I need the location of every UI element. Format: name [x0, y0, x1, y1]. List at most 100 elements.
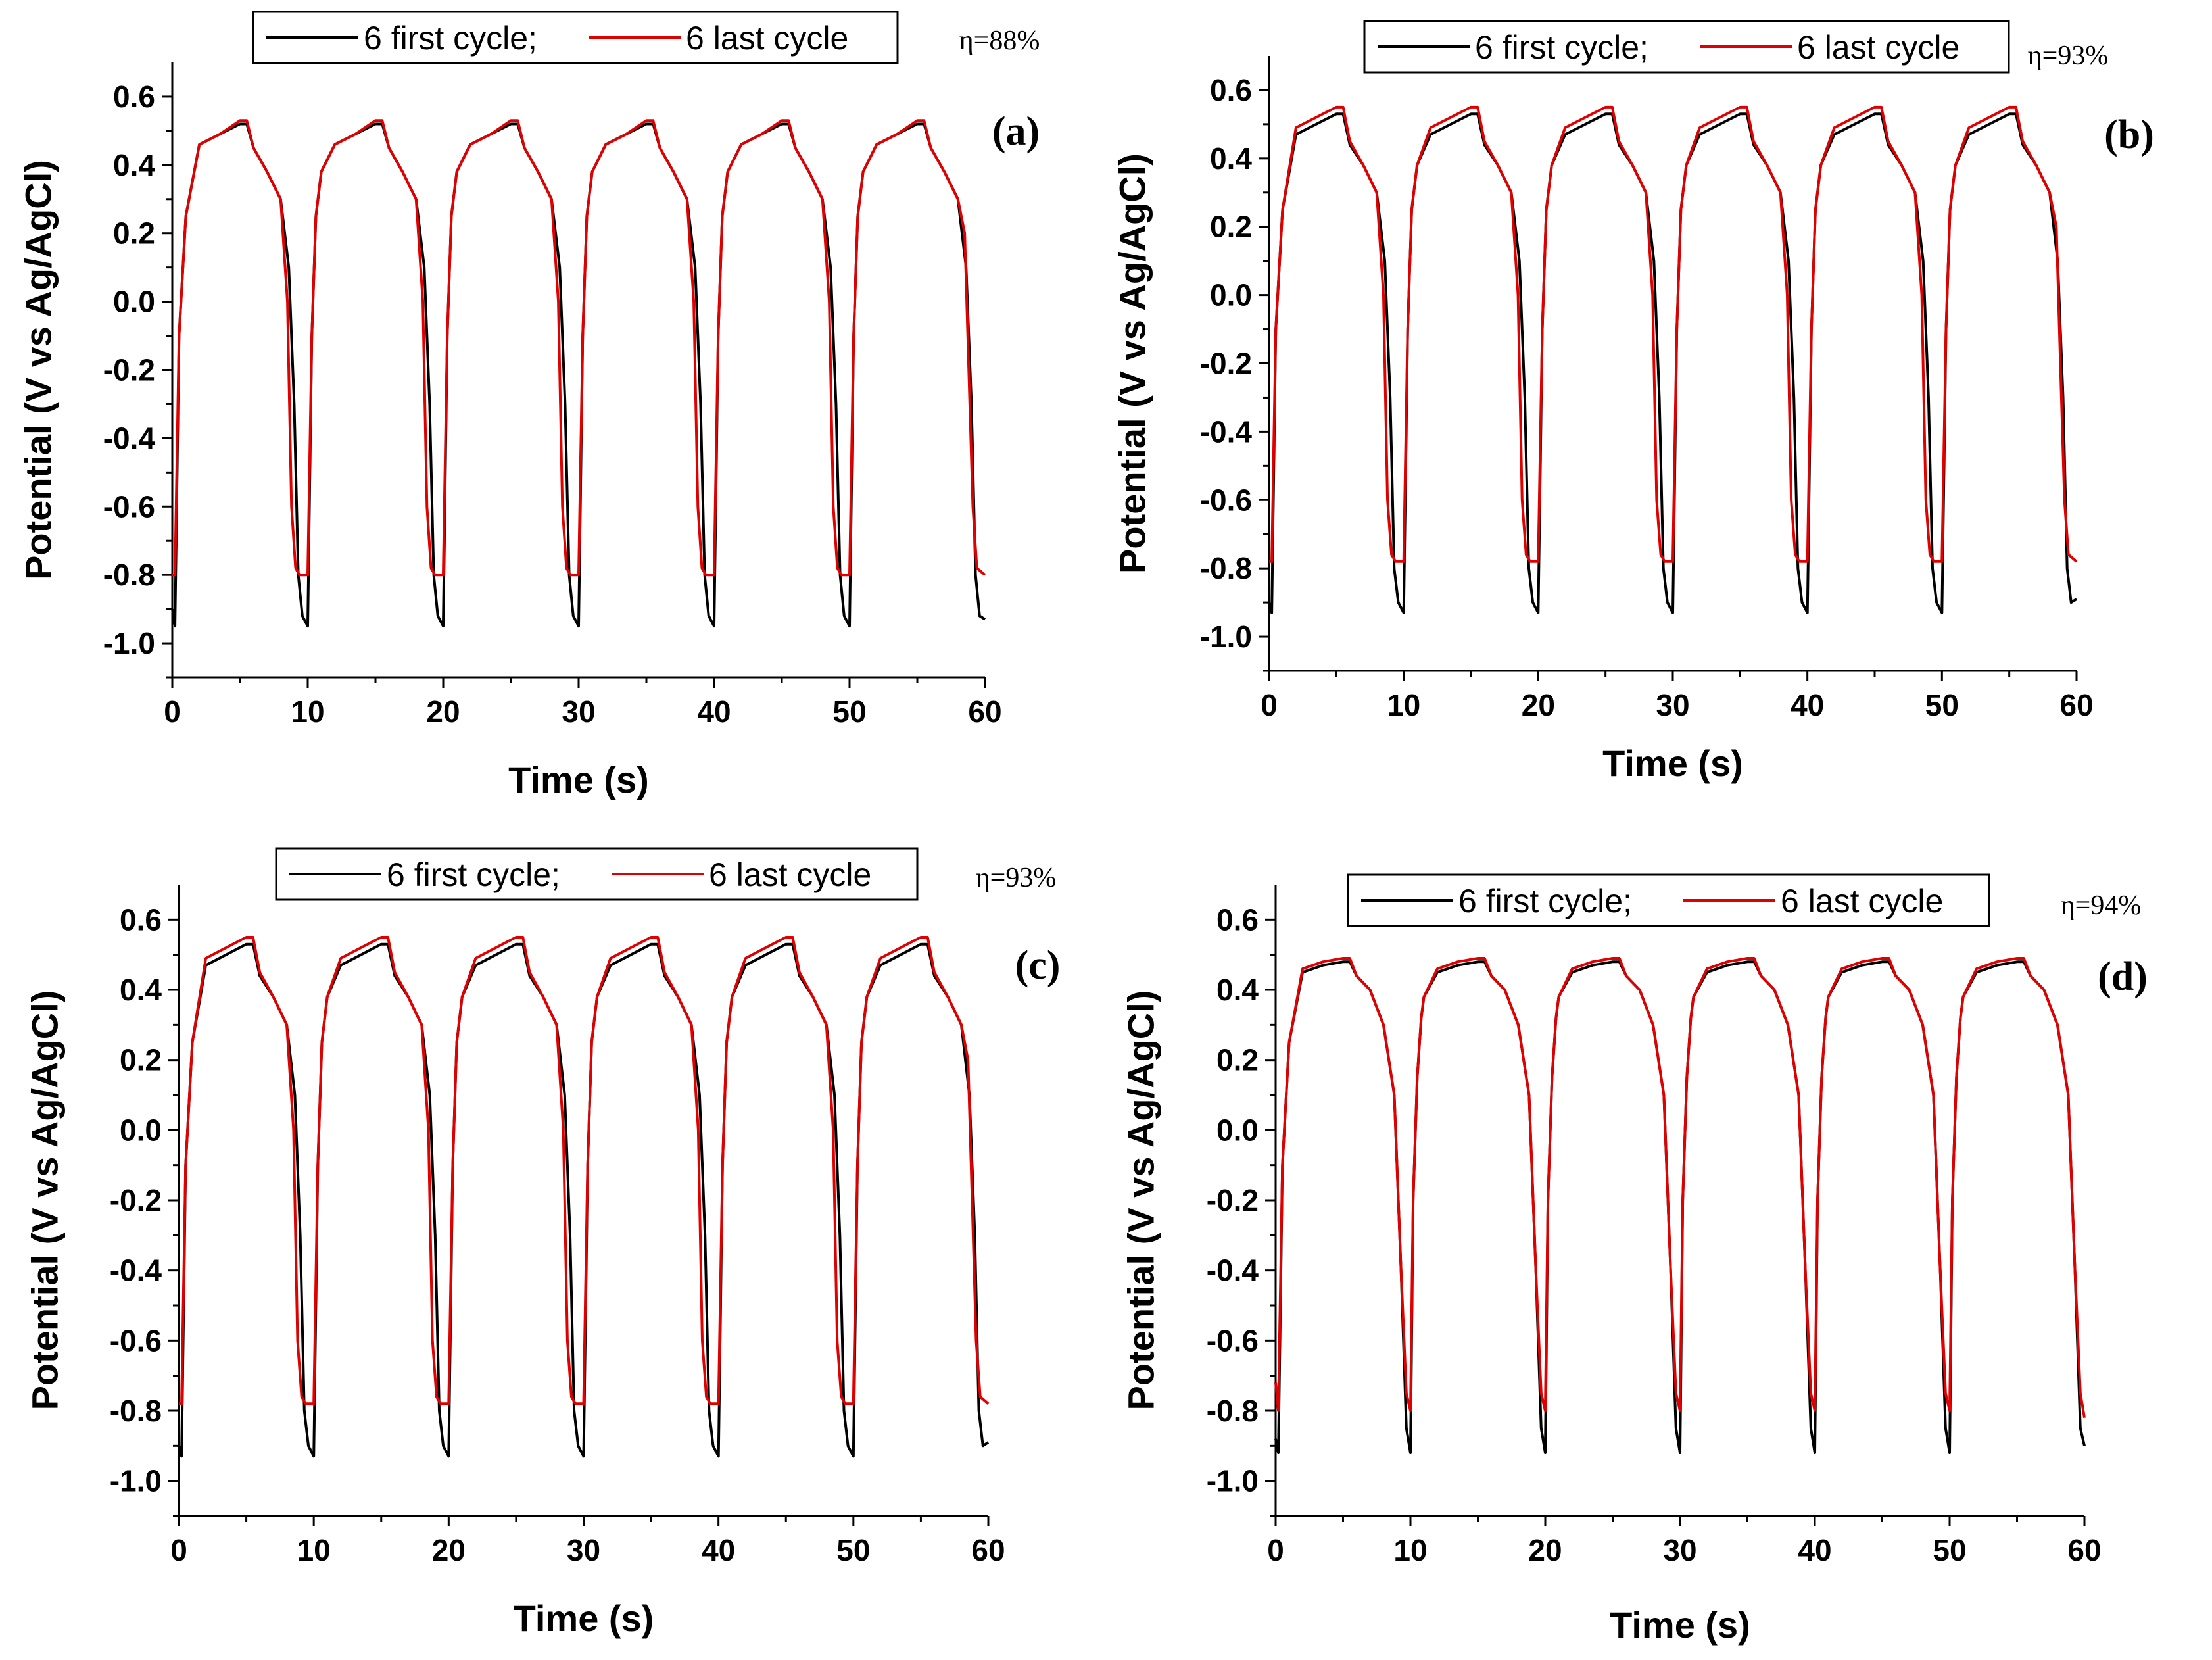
series-first-cycle-line [178, 942, 990, 1458]
y-tick-label: 0.4 [113, 148, 155, 182]
x-tick-label: 50 [1925, 688, 1959, 722]
x-axis-label: Time (s) [1602, 743, 1743, 784]
efficiency-label: η=93% [976, 863, 1057, 893]
x-axis-label: Time (s) [514, 1598, 654, 1639]
x-tick-label: 10 [1387, 688, 1420, 722]
x-tick-label: 0 [164, 695, 181, 729]
y-tick-label: 0.6 [113, 80, 155, 114]
panel-label: (a) [992, 109, 1040, 154]
y-tick-label: 0.6 [1216, 902, 1259, 937]
chart-panel-a: 0 10 20 30 40 50 60 0.6 0.4 0.2 0.0 -0.2 -0.4 -0.6 -0.… [18, 11, 1040, 800]
series-last-cycle-line [1274, 957, 2086, 1419]
y-tick-label: -1.0 [103, 626, 155, 660]
legend-first-label: 6 first cycle; [387, 856, 560, 893]
x-tick-label: 30 [562, 695, 595, 729]
x-tick-label: 40 [697, 695, 731, 729]
x-tick-label: 60 [968, 695, 1001, 729]
legend-first-label: 6 first cycle; [364, 20, 537, 57]
x-tick-label: 20 [1528, 1533, 1562, 1567]
y-axis-label: Potential (V vs Ag/AgCl) [1112, 153, 1153, 574]
y-tick-label: 0.2 [113, 216, 155, 251]
x-tick-label: 10 [297, 1533, 331, 1567]
legend-box [252, 11, 899, 64]
legend: 6 first cycle; 6 last cycle [252, 11, 899, 64]
y-axis-label: Potential (V vs Ag/AgCl) [24, 990, 66, 1411]
legend-last-label: 6 last cycle [686, 20, 848, 57]
panel-label: (d) [2098, 954, 2148, 999]
y-tick-label: 0.2 [120, 1043, 162, 1077]
x-axis-label: Time (s) [1610, 1604, 1750, 1646]
y-tick-label: 0.0 [113, 285, 155, 319]
y-tick-label: -0.8 [1200, 551, 1252, 585]
y-tick-label: -0.2 [110, 1183, 162, 1217]
y-tick-label: -0.4 [1207, 1254, 1259, 1288]
legend-last-label: 6 last cycle [709, 856, 871, 893]
x-tick-label: 30 [567, 1533, 600, 1567]
x-tick-label: 30 [1656, 688, 1689, 722]
legend: 6 first cycle; 6 last cycle [275, 847, 919, 901]
x-tick-label: 50 [832, 695, 866, 729]
x-tick-label: 50 [836, 1533, 870, 1567]
y-tick-label: -0.8 [103, 558, 155, 592]
y-axis-label: Potential (V vs Ag/AgCl) [18, 160, 59, 580]
chart-panel-d: 0 10 20 30 40 50 60 0.6 0.4 0.2 0.0 -0.2 -0.4 -0.6 -0.… [1120, 873, 2148, 1646]
x-tick-label: 60 [2067, 1533, 2101, 1567]
panel-label: (c) [1015, 943, 1061, 988]
legend: 6 first cycle; 6 last cycle [1363, 20, 2010, 74]
y-tick-label: 0.2 [1210, 210, 1252, 244]
x-tick-label: 60 [971, 1533, 1005, 1567]
legend-first-label: 6 first cycle; [1458, 883, 1632, 919]
y-tick-label: -0.6 [1207, 1323, 1259, 1357]
x-tick-label: 20 [426, 695, 460, 729]
y-tick-label: 0.2 [1216, 1043, 1259, 1077]
series-last-cycle-line [172, 119, 986, 577]
y-tick-label: 0.0 [1216, 1113, 1259, 1147]
x-tick-label: 40 [1791, 688, 1824, 722]
chart-panel-c: 0 10 20 30 40 50 60 0.6 0.4 0.2 0.0 -0.2 -0.4 -0.6 -0.… [24, 847, 1061, 1639]
y-tick-label: -0.8 [1207, 1394, 1259, 1428]
x-tick-label: 30 [1663, 1533, 1696, 1567]
y-tick-label: -0.2 [103, 353, 155, 387]
x-tick-label: 60 [2059, 688, 2093, 722]
efficiency-label: η=94% [2061, 891, 2142, 921]
legend-first-label: 6 first cycle; [1475, 29, 1648, 66]
x-tick-label: 0 [1267, 1533, 1284, 1567]
y-tick-label: 0.0 [120, 1113, 162, 1147]
x-tick-label: 20 [432, 1533, 466, 1567]
legend: 6 first cycle; 6 last cycle [1347, 873, 1990, 927]
y-tick-label: -1.0 [1207, 1464, 1259, 1498]
y-tick-label: 0.6 [120, 902, 162, 937]
x-tick-label: 50 [1933, 1533, 1966, 1567]
y-tick-label: 0.6 [1210, 73, 1252, 107]
y-axis-label: Potential (V vs Ag/AgCl) [1120, 990, 1162, 1411]
panel-label: (b) [2104, 112, 2154, 157]
y-tick-label: 0.4 [1210, 141, 1252, 176]
legend-box [1347, 873, 1990, 927]
legend-last-label: 6 last cycle [1781, 883, 1943, 919]
x-tick-label: 0 [170, 1533, 187, 1567]
y-tick-label: -0.4 [1200, 414, 1253, 449]
series-last-cycle-line [179, 936, 990, 1405]
x-tick-label: 10 [1393, 1533, 1427, 1567]
x-tick-label: 10 [291, 695, 324, 729]
y-tick-label: -1.0 [1200, 620, 1252, 654]
efficiency-label: η=93% [2028, 41, 2109, 71]
x-tick-label: 40 [702, 1533, 735, 1567]
y-tick-label: -0.6 [1200, 483, 1252, 517]
y-tick-label: -1.0 [110, 1464, 162, 1498]
series-first-cycle-line [171, 122, 986, 628]
y-tick-label: 0.4 [120, 973, 162, 1007]
x-axis-label: Time (s) [508, 759, 649, 800]
x-tick-label: 20 [1522, 688, 1555, 722]
y-tick-label: -0.8 [110, 1394, 162, 1428]
y-tick-label: 0.4 [1216, 973, 1259, 1007]
legend-last-label: 6 last cycle [1797, 29, 1960, 66]
y-tick-label: -0.4 [103, 421, 156, 455]
series-last-cycle-line [1269, 105, 2078, 563]
y-tick-label: -0.4 [110, 1254, 162, 1288]
y-tick-label: -0.2 [1200, 347, 1252, 381]
series-first-cycle-line [1268, 112, 2078, 614]
efficiency-label: η=88% [959, 26, 1040, 56]
y-tick-label: -0.6 [110, 1323, 162, 1357]
